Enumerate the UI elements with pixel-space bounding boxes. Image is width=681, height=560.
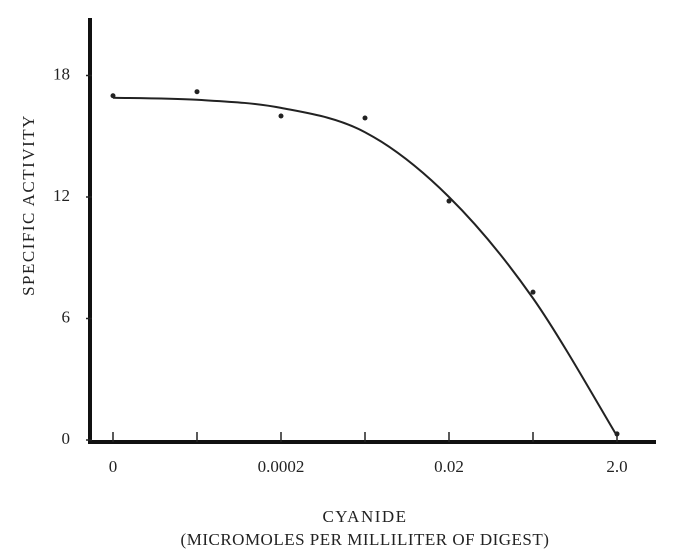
y-tick-label: 6 <box>62 307 71 326</box>
data-point <box>530 289 536 295</box>
x-tick-label: 0 <box>109 457 118 476</box>
y-tick-label: 12 <box>53 186 70 205</box>
y-tick-label: 18 <box>53 64 70 83</box>
x-tick-label: 0.02 <box>434 457 464 476</box>
x-axis-label: CYANIDE <box>322 507 407 526</box>
x-tick-label: 2.0 <box>606 457 627 476</box>
data-point <box>278 113 284 119</box>
y-tick-label: 0 <box>62 429 71 448</box>
data-point <box>362 115 368 121</box>
y-axis-label: SPECIFIC ACTIVITY <box>19 114 38 296</box>
data-point <box>194 89 200 95</box>
data-point <box>446 198 452 204</box>
x-axis-label-2: (MICROMOLES PER MILLILITER OF DIGEST) <box>181 530 550 549</box>
fit-curve <box>112 96 618 437</box>
x-tick-label: 0.0002 <box>258 457 305 476</box>
